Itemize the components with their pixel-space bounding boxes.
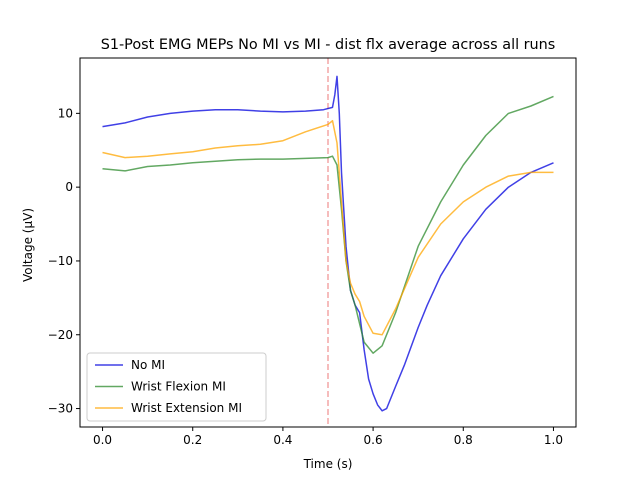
axis-ticks: 0.0 0.2 0.4 0.6 0.8 1.0 −30 −20 −10 0 10: [48, 106, 563, 447]
x-tick-label: 0.2: [183, 433, 202, 447]
legend: No MI Wrist Flexion MI Wrist Extension MI: [86, 352, 267, 422]
x-tick-label: 1.0: [544, 433, 563, 447]
x-tick-label: 0.8: [454, 433, 473, 447]
y-tick-label: −30: [48, 402, 73, 416]
x-tick-label: 0.0: [93, 433, 112, 447]
axes-frame: [79, 57, 577, 428]
y-axis-label: Voltage (µV): [21, 208, 35, 282]
y-tick-label: −20: [48, 328, 73, 342]
plot-area: [79, 57, 577, 428]
legend-label: No MI: [131, 358, 165, 372]
legend-box: [86, 352, 267, 422]
series-line-wrist-extension-mi: [102, 119, 554, 336]
y-tick-label: 0: [65, 180, 73, 194]
x-tick-label: 0.6: [364, 433, 383, 447]
chart-title: S1-Post EMG MEPs No MI vs MI - dist flx …: [101, 37, 556, 53]
legend-label: Wrist Flexion MI: [131, 380, 226, 394]
y-tick-label: −10: [48, 254, 73, 268]
x-axis-label: Time (s): [303, 457, 353, 471]
y-tick-label: 10: [58, 106, 73, 120]
legend-label: Wrist Extension MI: [131, 401, 242, 415]
x-tick-label: 0.4: [273, 433, 292, 447]
